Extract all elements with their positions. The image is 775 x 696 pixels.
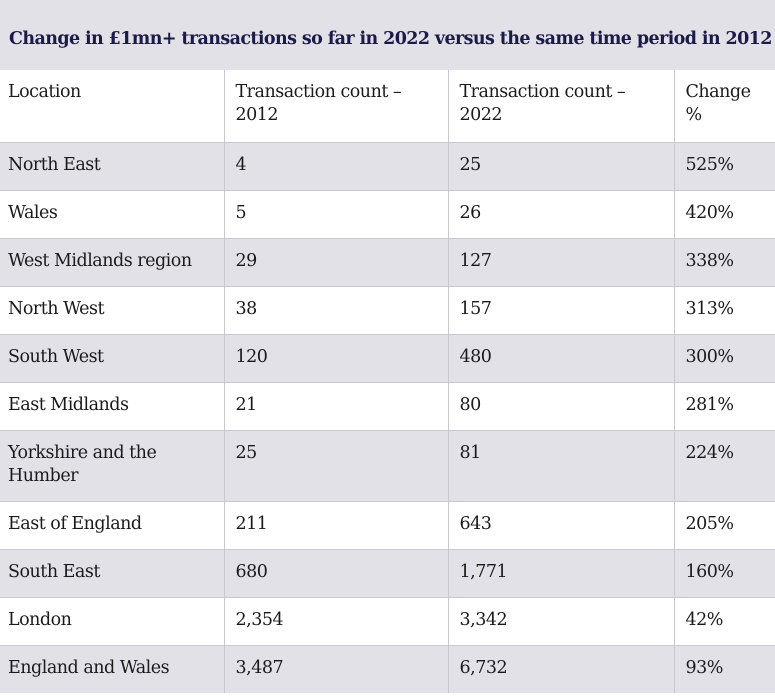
cell-change: 300% (673, 334, 775, 383)
column-header-location: Location (0, 70, 224, 143)
cell-location: East of England (0, 501, 224, 550)
column-header-change: Change % (673, 70, 775, 143)
cell-change: 224% (673, 430, 775, 502)
cell-count-2012: 120 (223, 334, 448, 383)
cell-change: 525% (673, 142, 775, 191)
cell-count-2022: 81 (447, 430, 674, 502)
cell-location: West Midlands region (0, 238, 224, 287)
cell-location: South East (0, 549, 224, 598)
cell-count-2022: 480 (447, 334, 674, 383)
cell-count-2012: 680 (223, 549, 448, 598)
cell-count-2022: 26 (447, 190, 674, 239)
cell-count-2012: 4 (223, 142, 448, 191)
cell-location: East Midlands (0, 382, 224, 431)
cell-count-2022: 157 (447, 286, 674, 335)
column-header-count-2012: Transaction count – 2012 (223, 70, 448, 143)
cell-count-2022: 80 (447, 382, 674, 431)
table-row: North East 4 25 525% (0, 142, 775, 191)
table-row: Yorkshire and the Humber 25 81 224% (0, 430, 775, 502)
cell-change: 42% (673, 597, 775, 646)
cell-count-2012: 25 (223, 430, 448, 502)
cell-location: North East (0, 142, 224, 191)
table-title: Change in £1mn+ transactions so far in 2… (0, 0, 775, 70)
cell-count-2022: 3,342 (447, 597, 674, 646)
transactions-table: Location Transaction count – 2012 Transa… (0, 70, 775, 693)
cell-location: Yorkshire and the Humber (0, 430, 224, 502)
table-row: East Midlands 21 80 281% (0, 382, 775, 431)
cell-count-2012: 21 (223, 382, 448, 431)
cell-location: London (0, 597, 224, 646)
cell-count-2022: 127 (447, 238, 674, 287)
cell-count-2022: 25 (447, 142, 674, 191)
cell-count-2022: 643 (447, 501, 674, 550)
table-row: South East 680 1,771 160% (0, 549, 775, 598)
cell-count-2012: 3,487 (223, 645, 448, 693)
cell-count-2012: 211 (223, 501, 448, 550)
table-row: East of England 211 643 205% (0, 501, 775, 550)
cell-location: England and Wales (8, 657, 170, 678)
cell-count-2022: 6,732 (447, 645, 674, 693)
cell-change: 205% (673, 501, 775, 550)
table-row: Wales 5 26 420% (0, 190, 775, 239)
cell-change: 420% (673, 190, 775, 239)
header-row: Location Transaction count – 2012 Transa… (0, 70, 775, 143)
cell-change: 93% (673, 645, 775, 693)
cell-count-2012: 29 (223, 238, 448, 287)
cell-count-2012: 2,354 (223, 597, 448, 646)
table-row: England and Wales 3,487 6,732 93% (0, 645, 775, 693)
table-row: North West 38 157 313% (0, 286, 775, 335)
table-row: West Midlands region 29 127 338% (0, 238, 775, 287)
column-header-count-2022: Transaction count – 2022 (447, 70, 674, 143)
cell-count-2022: 1,771 (447, 549, 674, 598)
cell-location: North West (0, 286, 224, 335)
table-row: South West 120 480 300% (0, 334, 775, 383)
cell-count-2012: 38 (223, 286, 448, 335)
cell-change: 160% (673, 549, 775, 598)
cell-count-2012: 5 (223, 190, 448, 239)
cell-change: 338% (673, 238, 775, 287)
cell-location: South West (0, 334, 224, 383)
cell-change: 313% (673, 286, 775, 335)
table-row: London 2,354 3,342 42% (0, 597, 775, 646)
cell-change: 281% (673, 382, 775, 431)
cell-location: Wales (0, 190, 224, 239)
